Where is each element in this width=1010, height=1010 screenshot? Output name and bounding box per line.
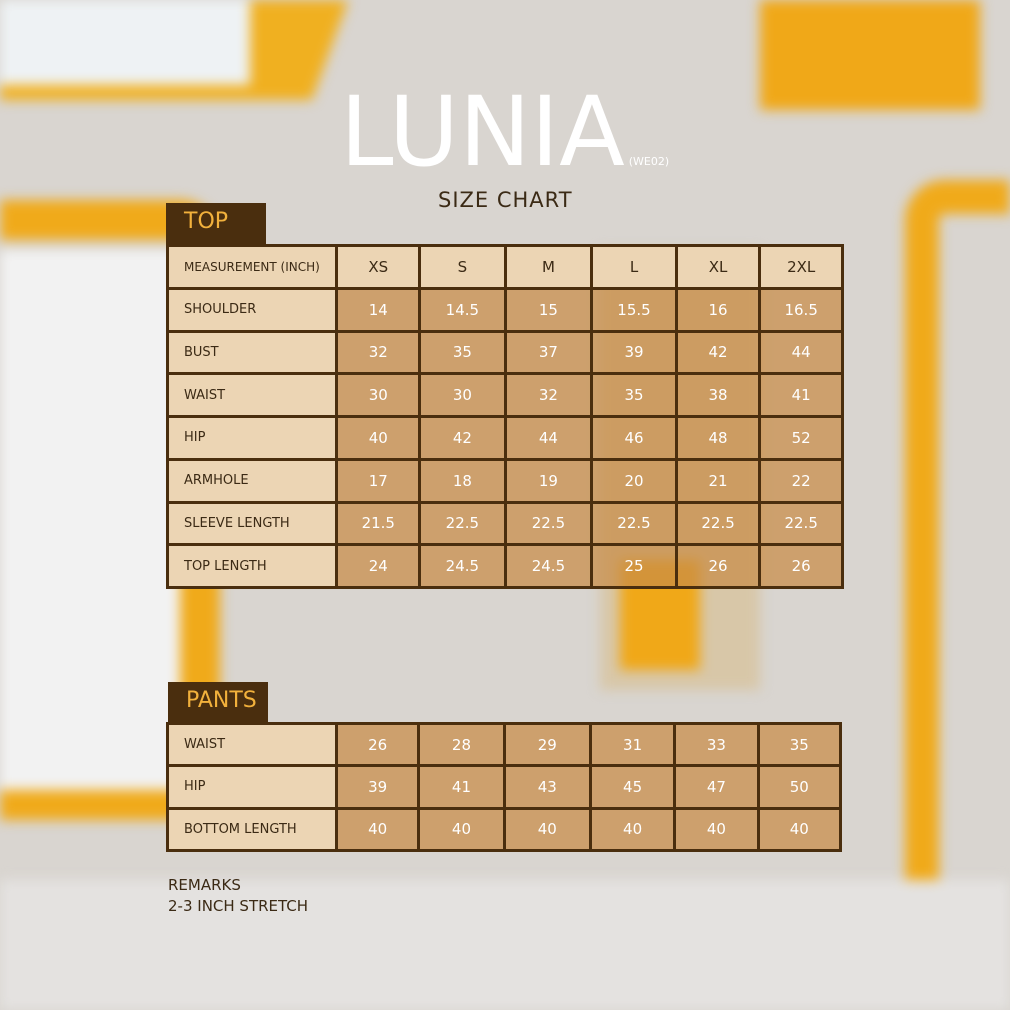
- table-cell: 39: [590, 329, 678, 376]
- row-label: SHOULDER: [165, 286, 339, 333]
- table-cell: 30: [418, 372, 507, 418]
- row-label: WAIST: [166, 721, 338, 768]
- column-header: S: [418, 244, 507, 290]
- row-label: HIP: [165, 415, 339, 461]
- table-cell: 20: [590, 457, 678, 504]
- column-header: L: [590, 244, 678, 290]
- column-header: 2XL: [758, 244, 844, 290]
- table-cell: 48: [674, 415, 762, 461]
- table-cell: 33: [673, 721, 760, 768]
- brand-header: LUNIA (WE02): [340, 84, 669, 180]
- table-cell: 50: [756, 764, 843, 810]
- row-label: TOP LENGTH: [165, 543, 339, 589]
- table-cell: 29: [502, 721, 592, 768]
- table-cell: 38: [674, 372, 762, 418]
- pants-size-table: WAIST 26 28 29 31 33 35 HIP 39 41 43 45 47 50 BOTTOM L…: [166, 721, 843, 853]
- top-section-tab: TOP: [166, 203, 266, 244]
- remarks: REMARKS 2-3 INCH STRETCH: [168, 875, 308, 917]
- table-cell: 30: [335, 372, 422, 418]
- table-cell: 44: [758, 329, 844, 376]
- table-row: BUST 32 35 37 39 42 44: [165, 329, 844, 376]
- table-cell: 42: [674, 329, 762, 376]
- table-cell: 40: [588, 806, 677, 853]
- table-cell: 22.5: [503, 500, 594, 547]
- table-cell: 41: [417, 764, 506, 810]
- table-cell: 21: [674, 457, 762, 504]
- table-cell: 21.5: [335, 500, 422, 547]
- table-cell: 14: [335, 286, 422, 333]
- table-cell: 44: [503, 415, 594, 461]
- table-cell: 35: [418, 329, 507, 376]
- table-cell: 40: [502, 806, 592, 853]
- table-cell: 14.5: [418, 286, 507, 333]
- table-cell: 45: [588, 764, 677, 810]
- table-cell: 40: [756, 806, 843, 853]
- table-cell: 22.5: [758, 500, 844, 547]
- table-cell: 18: [418, 457, 507, 504]
- row-label: BOTTOM LENGTH: [166, 806, 338, 853]
- top-size-table: MEASUREMENT (INCH) XS S M L XL 2XL SHOULDER 14 14…: [165, 244, 844, 589]
- table-cell: 16: [674, 286, 762, 333]
- column-header: XS: [335, 244, 422, 290]
- table-row: BOTTOM LENGTH 40 40 40 40 40 40: [166, 806, 843, 853]
- table-cell: 15: [503, 286, 594, 333]
- column-header: XL: [674, 244, 762, 290]
- table-cell: 42: [418, 415, 507, 461]
- row-label: HIP: [166, 764, 338, 810]
- table-row: SHOULDER 14 14.5 15 15.5 16 16.5: [165, 286, 844, 333]
- table-row: SLEEVE LENGTH 21.5 22.5 22.5 22.5 22.5 22.5: [165, 500, 844, 547]
- table-cell: 39: [334, 764, 421, 810]
- table-cell: 22.5: [674, 500, 762, 547]
- table-cell: 15.5: [590, 286, 678, 333]
- table-cell: 19: [503, 457, 594, 504]
- table-cell: 24: [335, 543, 422, 589]
- table-row: WAIST 26 28 29 31 33 35: [166, 721, 843, 768]
- row-label: WAIST: [165, 372, 339, 418]
- table-cell: 32: [503, 372, 594, 418]
- table-cell: 24.5: [418, 543, 507, 589]
- table-cell: 22.5: [418, 500, 507, 547]
- table-cell: 40: [673, 806, 760, 853]
- table-row: HIP 40 42 44 46 48 52: [165, 415, 844, 461]
- table-cell: 31: [588, 721, 677, 768]
- table-row: ARMHOLE 17 18 19 20 21 22: [165, 457, 844, 504]
- remarks-text: 2-3 INCH STRETCH: [168, 897, 309, 915]
- remarks-title: REMARKS: [168, 876, 241, 894]
- table-cell: 26: [758, 543, 844, 589]
- table-cell: 17: [335, 457, 422, 504]
- table-header-row: MEASUREMENT (INCH) XS S M L XL 2XL: [165, 244, 844, 290]
- table-row: HIP 39 41 43 45 47 50: [166, 764, 843, 810]
- table-cell: 22.5: [590, 500, 678, 547]
- table-cell: 22: [758, 457, 844, 504]
- column-header: M: [503, 244, 594, 290]
- table-cell: 47: [673, 764, 760, 810]
- table-cell: 35: [590, 372, 678, 418]
- table-cell: 40: [334, 806, 421, 853]
- table-row: WAIST 30 30 32 35 38 41: [165, 372, 844, 418]
- product-code: (WE02): [628, 155, 670, 168]
- table-cell: 32: [335, 329, 422, 376]
- table-cell: 37: [503, 329, 594, 376]
- table-cell: 52: [758, 415, 844, 461]
- row-label: ARMHOLE: [165, 457, 339, 504]
- row-label: BUST: [165, 329, 339, 376]
- row-label: SLEEVE LENGTH: [165, 500, 339, 547]
- table-cell: 41: [758, 372, 844, 418]
- brand-logo: LUNIA: [340, 76, 625, 188]
- table-cell: 40: [417, 806, 506, 853]
- column-header: MEASUREMENT (INCH): [165, 244, 339, 290]
- pants-section-tab: PANTS: [168, 682, 268, 722]
- table-cell: 24.5: [503, 543, 594, 589]
- table-cell: 16.5: [758, 286, 844, 333]
- table-row: TOP LENGTH 24 24.5 24.5 25 26 26: [165, 543, 844, 589]
- table-cell: 40: [335, 415, 422, 461]
- page-title: SIZE CHART: [438, 188, 573, 212]
- table-cell: 25: [590, 543, 678, 589]
- table-cell: 26: [674, 543, 762, 589]
- table-cell: 35: [756, 721, 843, 768]
- table-cell: 46: [590, 415, 678, 461]
- table-cell: 28: [417, 721, 506, 768]
- table-cell: 43: [502, 764, 592, 810]
- table-cell: 26: [334, 721, 421, 768]
